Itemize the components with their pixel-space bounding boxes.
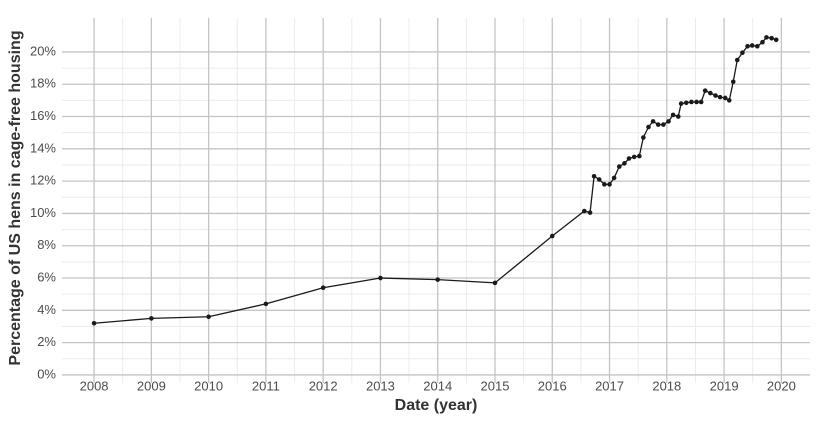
data-point bbox=[591, 173, 597, 179]
data-point bbox=[717, 94, 723, 100]
y-tick-label: 10% bbox=[30, 205, 56, 220]
data-point bbox=[730, 79, 736, 85]
data-point bbox=[626, 156, 632, 161]
data-point bbox=[631, 154, 637, 160]
data-point bbox=[650, 119, 656, 124]
data-point bbox=[745, 43, 750, 49]
data-point bbox=[378, 275, 383, 281]
x-tick-label: 2016 bbox=[538, 378, 567, 393]
data-point bbox=[708, 90, 713, 96]
data-point bbox=[749, 43, 755, 48]
x-tick-label: 2010 bbox=[194, 378, 223, 393]
y-tick-label: 16% bbox=[30, 108, 56, 123]
x-tick-label: 2012 bbox=[309, 378, 338, 393]
x-tick-label: 2009 bbox=[137, 378, 166, 393]
data-point bbox=[678, 101, 684, 106]
y-tick-label: 6% bbox=[37, 269, 56, 284]
data-point bbox=[263, 301, 269, 307]
x-tick-label: 2008 bbox=[80, 378, 109, 393]
data-line bbox=[94, 36, 777, 324]
y-tick-label: 20% bbox=[30, 43, 56, 58]
data-point bbox=[616, 164, 622, 169]
data-point bbox=[320, 285, 326, 291]
data-point bbox=[641, 135, 646, 140]
data-point bbox=[675, 114, 681, 119]
data-point bbox=[622, 161, 627, 166]
data-point bbox=[655, 122, 661, 127]
data-point bbox=[646, 124, 651, 130]
data-point bbox=[683, 100, 689, 106]
data-point bbox=[670, 112, 676, 118]
x-tick-label: 2019 bbox=[710, 378, 739, 393]
data-point bbox=[596, 177, 602, 182]
data-point bbox=[689, 99, 694, 105]
data-point bbox=[611, 175, 617, 181]
data-point bbox=[726, 98, 732, 103]
y-tick-label: 8% bbox=[37, 237, 56, 252]
data-point bbox=[587, 210, 593, 215]
data-point bbox=[206, 314, 211, 320]
x-tick-label: 2011 bbox=[252, 378, 280, 393]
data-point bbox=[582, 208, 587, 214]
data-point bbox=[769, 35, 774, 41]
y-tick-label: 18% bbox=[30, 76, 56, 91]
y-tick-label: 4% bbox=[37, 302, 56, 317]
data-point bbox=[773, 37, 779, 43]
data-point bbox=[661, 122, 666, 127]
data-point bbox=[91, 320, 97, 326]
data-point bbox=[149, 316, 154, 321]
data-point bbox=[549, 233, 555, 239]
data-point bbox=[713, 93, 718, 98]
data-point bbox=[702, 88, 708, 93]
y-tick-label: 2% bbox=[37, 334, 56, 349]
x-axis-title: Date (year) bbox=[395, 397, 478, 414]
data-point bbox=[734, 57, 740, 63]
x-tick-label: 2014 bbox=[423, 378, 452, 393]
y-tick-label: 12% bbox=[30, 173, 56, 188]
x-tick-label: 2018 bbox=[652, 378, 681, 393]
data-point bbox=[694, 99, 699, 105]
data-point bbox=[722, 95, 728, 101]
y-tick-label: 14% bbox=[30, 140, 56, 155]
data-point bbox=[760, 39, 765, 45]
data-point bbox=[755, 43, 760, 49]
data-point bbox=[698, 99, 704, 105]
x-tick-label: 2015 bbox=[481, 378, 510, 393]
y-tick-label: 0% bbox=[37, 366, 56, 381]
data-point bbox=[602, 182, 607, 187]
x-tick-label: 2020 bbox=[767, 378, 796, 393]
data-point bbox=[607, 182, 612, 187]
data-point bbox=[637, 153, 642, 159]
data-point bbox=[492, 280, 498, 286]
x-tick-label: 2017 bbox=[595, 378, 624, 393]
data-point bbox=[666, 119, 671, 124]
x-tick-label: 2013 bbox=[366, 378, 395, 393]
data-point bbox=[764, 35, 769, 40]
y-axis-title: Percentage of US hens in cage-free housi… bbox=[7, 30, 24, 365]
data-point bbox=[435, 277, 441, 282]
data-point bbox=[740, 50, 745, 56]
